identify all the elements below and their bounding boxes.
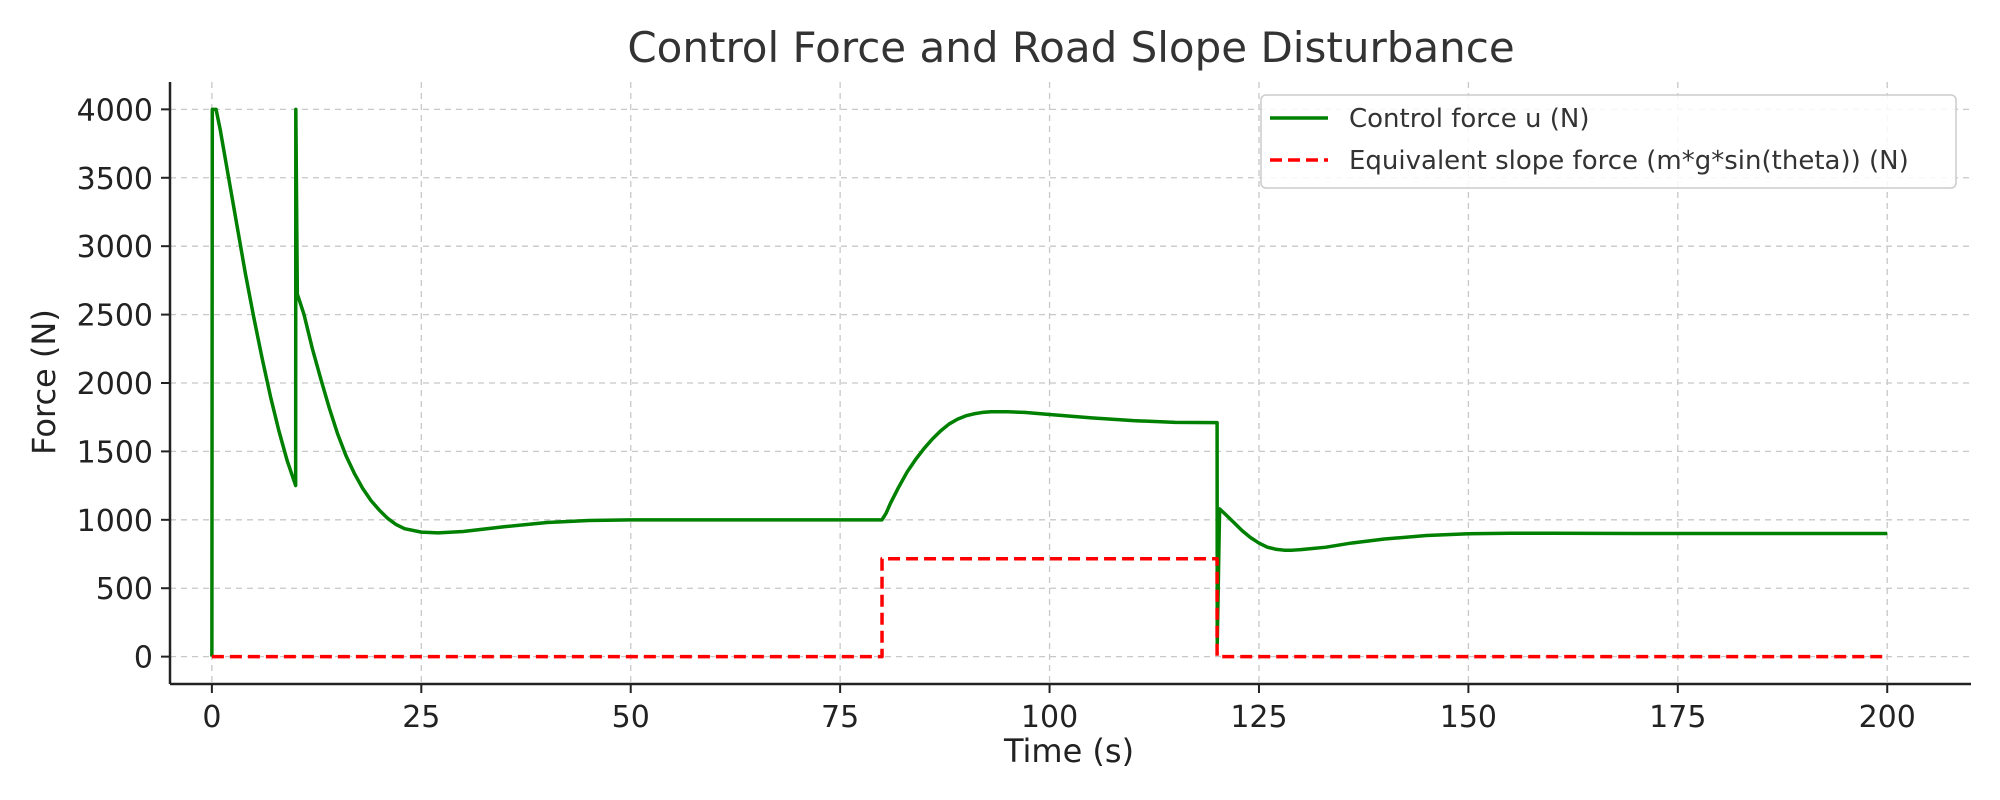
legend-label-slope-force: Equivalent slope force (m*g*sin(theta)) … bbox=[1349, 146, 1909, 176]
legend: Control force u (N) Equivalent slope for… bbox=[1260, 94, 1957, 189]
legend-label-control-force: Control force u (N) bbox=[1349, 104, 1589, 134]
legend-box bbox=[1260, 94, 1957, 189]
series-line-slope-force bbox=[211, 557, 1888, 659]
y-tick-label: 1000 bbox=[77, 504, 153, 539]
x-axis-label: Time (s) bbox=[1003, 732, 1134, 770]
y-tick-label: 1500 bbox=[77, 435, 153, 470]
y-tick-label: 500 bbox=[96, 572, 153, 607]
ticks: 0 25 50 75 100 125 150 175 200050010001500200025… bbox=[77, 93, 1916, 735]
x-tick-label: 75 bbox=[821, 700, 859, 735]
series-line-control-force bbox=[210, 107, 1888, 657]
y-tick-label: 4000 bbox=[77, 93, 153, 128]
x-tick-label: 150 bbox=[1440, 700, 1497, 735]
x-tick-label: 0 bbox=[202, 700, 221, 735]
y-tick-label: 3000 bbox=[77, 230, 153, 265]
y-tick-label: 2000 bbox=[77, 367, 153, 402]
y-axis-label: Force (N) bbox=[25, 309, 63, 455]
x-tick-label: 125 bbox=[1230, 700, 1287, 735]
series-layer bbox=[210, 107, 1888, 659]
x-tick-label: 25 bbox=[402, 700, 440, 735]
y-tick-label: 3500 bbox=[77, 162, 153, 197]
x-tick-label: 50 bbox=[612, 700, 650, 735]
chart-title: Control Force and Road Slope Disturbance bbox=[627, 23, 1514, 72]
x-tick-label: 100 bbox=[1021, 700, 1078, 735]
y-tick-label: 2500 bbox=[77, 299, 153, 334]
x-tick-label: 175 bbox=[1649, 700, 1706, 735]
x-tick-label: 200 bbox=[1859, 700, 1916, 735]
y-tick-label: 0 bbox=[134, 641, 153, 676]
